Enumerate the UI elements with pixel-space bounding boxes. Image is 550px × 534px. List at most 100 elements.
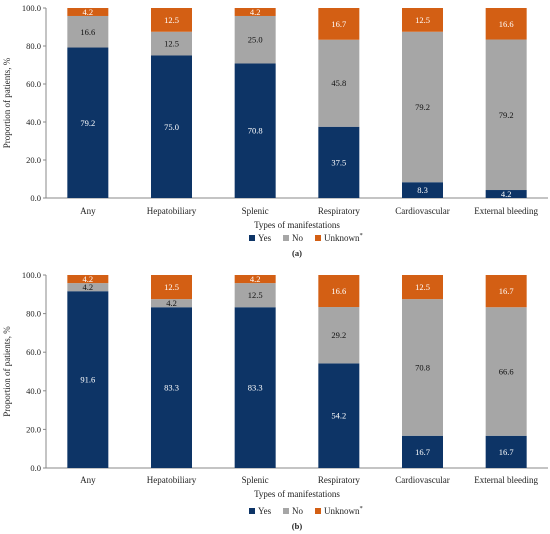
x-axis-title: Types of manifestations [254, 220, 340, 230]
y-tick-label: 80.0 [26, 309, 41, 319]
bar-unknown-hepatobiliary [151, 275, 192, 300]
data-label-unknown: 16.6 [499, 19, 514, 29]
x-axis-title: Types of manifestations [254, 489, 340, 499]
bar-no-any [67, 283, 109, 292]
data-label-no: 12.5 [164, 39, 179, 49]
y-tick-label: 60.0 [26, 347, 41, 357]
bar-yes-cardiovascular [402, 182, 443, 198]
bar-no-splenic [234, 283, 276, 308]
bar-yes-external-bleeding [485, 435, 527, 468]
data-label-unknown: 4.2 [250, 274, 261, 284]
legend-label-unknown: Unknown* [324, 232, 363, 243]
data-label-yes: 79.2 [80, 118, 95, 128]
bar-yes-cardiovascular [402, 435, 443, 468]
y-tick-label: 20.0 [26, 155, 41, 165]
data-label-no: 25.0 [248, 35, 263, 45]
y-tick-label: 40.0 [26, 386, 41, 396]
panel-label: (a) [292, 248, 302, 258]
bar-no-any [67, 15, 109, 48]
data-label-yes: 16.7 [415, 447, 430, 457]
data-label-no: 66.6 [499, 367, 514, 377]
y-axis-title: Proportion of patients, % [2, 326, 12, 417]
data-label-no: 79.2 [415, 102, 430, 112]
data-label-yes: 54.2 [331, 411, 346, 421]
data-label-yes: 91.6 [80, 375, 95, 385]
bar-unknown-respiratory [318, 8, 360, 40]
chart-panel-b: 0.020.040.060.080.0100.091.64.24.2Any83.… [2, 270, 548, 531]
category-label: Respiratory [318, 206, 360, 216]
data-label-yes: 83.3 [248, 383, 263, 393]
category-label: Hepatobiliary [147, 475, 197, 485]
bar-no-respiratory [318, 39, 360, 127]
y-tick-label: 0.0 [30, 193, 41, 203]
bar-no-hepatobiliary [151, 31, 192, 56]
y-tick-label: 60.0 [26, 79, 41, 89]
legend-superscript: * [360, 505, 363, 512]
category-label: Hepatobiliary [147, 206, 197, 216]
data-label-unknown: 4.2 [250, 7, 261, 17]
data-label-yes: 37.5 [331, 157, 346, 167]
chart-panel-a: 0.0 20.0 40.0 60.0 80.0 100.0 79.2 16.6 4.2 Any 75… [2, 3, 548, 258]
data-label-no: 79.2 [499, 110, 514, 120]
data-label-yes: 83.3 [164, 383, 179, 393]
bar-yes-respiratory [318, 126, 360, 198]
bar-unknown-splenic [234, 8, 276, 16]
bar-no-external-bleeding [485, 39, 527, 191]
bar-unknown-cardiovascular [402, 275, 443, 300]
data-label-yes: 70.8 [248, 126, 263, 136]
legend-label-no: No [292, 506, 303, 516]
bar-yes-hepatobiliary [151, 55, 192, 198]
category-label: External bleeding [474, 475, 538, 485]
panel-label: (b) [292, 521, 303, 531]
data-label-yes: 4.2 [501, 189, 512, 199]
category-label: Any [80, 475, 96, 485]
legend-swatch-yes [249, 235, 255, 241]
legend: Yes No Unknown* [249, 232, 363, 243]
bar-yes-any [67, 291, 109, 468]
category-label: Any [80, 206, 96, 216]
category-label: Splenic [242, 206, 269, 216]
category-label: External bleeding [474, 206, 538, 216]
bar-unknown-any [67, 8, 109, 16]
data-label-unknown: 4.2 [83, 274, 94, 284]
data-label-yes: 75.0 [164, 122, 179, 132]
bar-no-hepatobiliary [151, 299, 192, 308]
bar-yes-splenic [234, 307, 276, 468]
y-tick-label: 20.0 [26, 424, 41, 434]
legend-label-yes: Yes [258, 233, 272, 243]
data-label-unknown: 12.5 [415, 282, 430, 292]
bar-yes-splenic [234, 63, 276, 199]
data-label-yes: 16.7 [499, 447, 514, 457]
bar-no-cardiovascular [402, 299, 443, 436]
bar-unknown-hepatobiliary [151, 8, 192, 32]
bar-unknown-cardiovascular [402, 8, 443, 32]
legend-superscript: * [360, 232, 363, 239]
bar-no-external-bleeding [485, 307, 527, 436]
bar-unknown-external-bleeding [485, 275, 527, 308]
bar-unknown-external-bleeding [485, 8, 527, 40]
data-label-unknown: 12.5 [164, 15, 179, 25]
data-label-no: 16.6 [80, 27, 95, 37]
legend: Yes No Unknown* [249, 505, 363, 516]
bar-yes-respiratory [318, 363, 360, 468]
category-label: Cardiovascular [395, 206, 449, 216]
data-label-no: 45.8 [331, 78, 346, 88]
data-label-unknown: 16.7 [499, 286, 514, 296]
data-label-no: 4.2 [83, 282, 94, 292]
data-label-no: 4.2 [166, 298, 177, 308]
category-label: Splenic [242, 475, 269, 485]
legend-label-unknown: Unknown* [324, 505, 363, 516]
bar-unknown-any [67, 275, 109, 284]
bar-no-respiratory [318, 307, 360, 364]
y-tick-label: 0.0 [30, 463, 41, 473]
y-tick-label: 80.0 [26, 41, 41, 51]
data-label-no: 29.2 [331, 330, 346, 340]
legend-swatch-yes [249, 508, 255, 514]
data-label-yes: 8.3 [417, 185, 428, 195]
legend-swatch-no [283, 508, 289, 514]
legend-swatch-no [283, 235, 289, 241]
data-label-unknown: 4.2 [83, 7, 94, 17]
y-tick-label: 100.0 [22, 3, 41, 13]
category-label: Cardiovascular [395, 475, 449, 485]
y-axis-title: Proportion of patients, % [2, 57, 12, 148]
